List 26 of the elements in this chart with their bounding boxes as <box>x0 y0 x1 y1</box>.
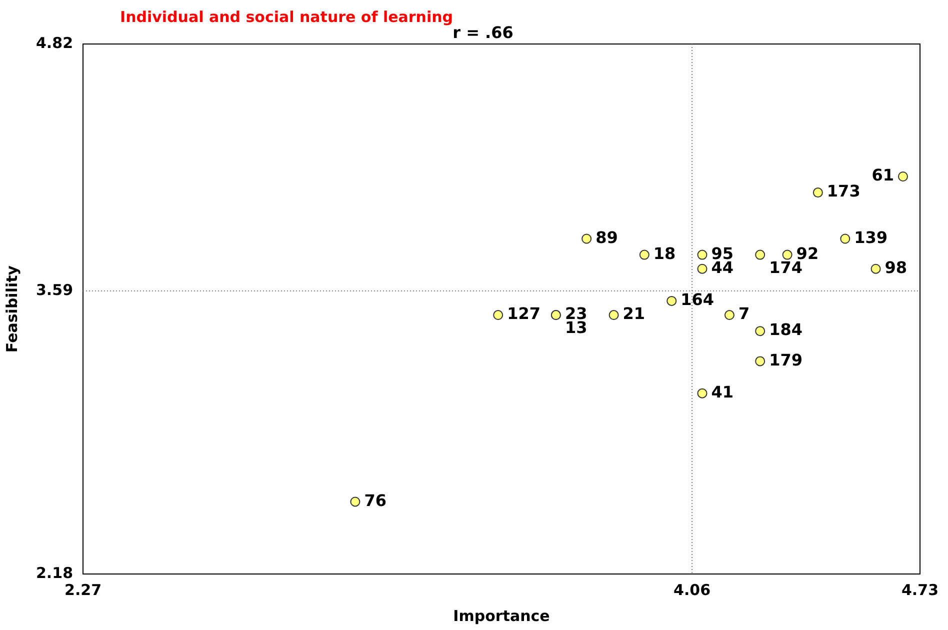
annotation: 98 <box>884 258 908 278</box>
annotation: 44 <box>711 258 734 278</box>
annotation: 179 <box>769 350 802 370</box>
annotation: 41 <box>711 382 734 402</box>
annotation: 61 <box>872 166 894 185</box>
x-tick-label: 2.27 <box>64 580 102 599</box>
y-tick-label: 3.59 <box>36 280 74 299</box>
x-tick-label: 4.73 <box>901 580 939 599</box>
annotation: 21 <box>622 304 646 324</box>
annotation: 164 <box>680 290 714 310</box>
y-axis-title: Feasibility <box>2 265 21 353</box>
chart-subtitle: r = .66 <box>452 23 514 42</box>
annotation: 89 <box>596 228 618 247</box>
annotation: 127 <box>507 304 541 324</box>
y-tick-label: 2.18 <box>36 564 74 582</box>
chart-title: Individual and social nature of learning <box>120 8 454 26</box>
annotation: 13 <box>564 318 588 338</box>
x-axis-title: Importance <box>453 606 550 625</box>
x-tick-label: 4.06 <box>674 580 711 599</box>
annotation: 76 <box>364 490 386 510</box>
annotation: 173 <box>826 182 860 201</box>
annotation: 7 <box>738 304 750 324</box>
annotation: 18 <box>653 244 676 263</box>
y-tick-label: 4.82 <box>36 34 74 52</box>
annotation: 184 <box>769 320 802 340</box>
annotation: 139 <box>854 228 888 247</box>
